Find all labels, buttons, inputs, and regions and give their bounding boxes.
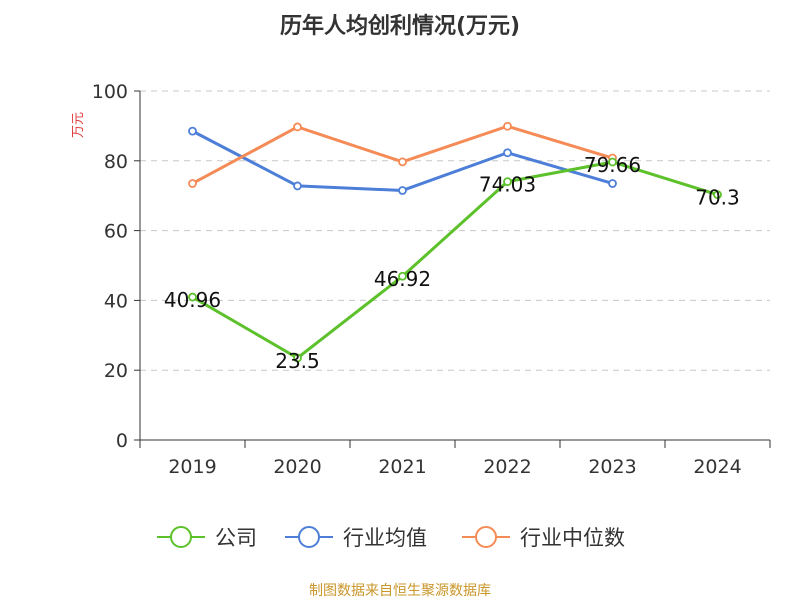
legend-label: 行业均值 <box>343 526 427 550</box>
chart-title: 历年人均创利情况(万元) <box>280 13 520 39</box>
x-tick-label: 2021 <box>378 456 426 478</box>
data-point <box>398 157 407 167</box>
data-point <box>293 181 302 191</box>
data-label: 40.96 <box>164 288 221 312</box>
x-tick-label: 2019 <box>168 456 216 478</box>
legend-marker <box>170 526 192 548</box>
y-tick-label: 60 <box>104 221 128 243</box>
y-tick-label: 100 <box>92 81 128 103</box>
x-tick-label: 2020 <box>273 456 321 478</box>
y-tick-label: 40 <box>104 290 128 312</box>
data-point <box>398 271 407 281</box>
series-lines <box>188 121 722 363</box>
legend-label: 行业中位数 <box>520 526 625 550</box>
y-tick-label: 0 <box>116 430 128 452</box>
data-point <box>293 122 302 132</box>
source-footer: 制图数据来自恒生聚源数据库 <box>309 583 491 599</box>
y-tick-label: 20 <box>104 360 128 382</box>
data-point <box>608 179 617 188</box>
legend-marker <box>298 526 320 548</box>
grid-lines <box>140 90 770 371</box>
data-point <box>293 353 302 363</box>
data-point <box>503 148 512 158</box>
data-label: 46.92 <box>374 267 431 291</box>
legend-label: 公司 <box>215 526 257 550</box>
legend-marker <box>475 526 497 548</box>
data-point <box>188 179 197 188</box>
x-tick-label: 2022 <box>483 456 531 478</box>
data-label: 74.03 <box>479 173 536 197</box>
y-axis-label: 万元 <box>71 112 86 138</box>
data-labels: 40.96 23.5 46.92 74.03 79.66 70.3 <box>164 153 740 373</box>
x-tick-label: 2023 <box>588 456 636 478</box>
data-point <box>188 292 197 302</box>
data-point <box>398 186 407 195</box>
data-point <box>608 157 617 167</box>
data-point <box>503 121 512 131</box>
axes: 0 20 40 60 80 100 2019 2020 2021 2022 2023 2024 <box>92 81 771 478</box>
legend: 公司 行业均值 行业中位数 <box>157 526 625 550</box>
y-tick-label: 80 <box>104 151 128 173</box>
data-point <box>188 126 197 136</box>
data-label: 70.3 <box>695 186 740 210</box>
data-label: 23.5 <box>275 349 320 373</box>
series-line-0 <box>191 160 718 360</box>
data-point <box>503 177 512 187</box>
x-tick-label: 2024 <box>693 456 741 478</box>
data-point <box>713 190 722 200</box>
data-label: 79.66 <box>584 153 641 177</box>
